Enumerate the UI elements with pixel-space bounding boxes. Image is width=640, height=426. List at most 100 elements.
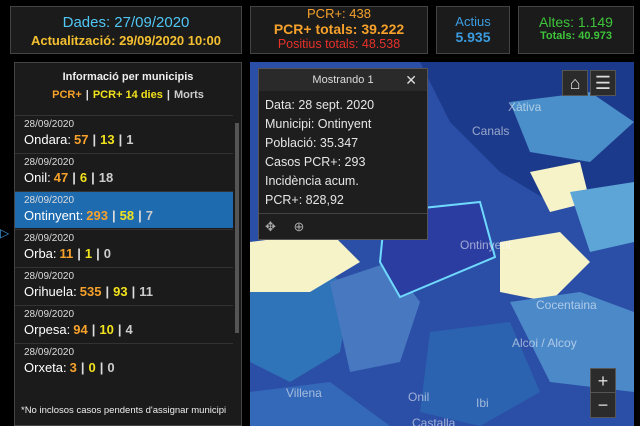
- item-line: Ondara: 57 | 13 | 1: [24, 132, 233, 147]
- popup-line: Incidència acum.: [265, 174, 359, 188]
- list-item[interactable]: 28/09/2020 Orba: 11 | 1 | 0: [15, 229, 233, 266]
- pcr-box: PCR+: 438 PCR+ totals: 39.222 Positius t…: [250, 6, 428, 54]
- separator: |: [96, 246, 100, 261]
- list-item[interactable]: 28/09/2020 Orihuela: 535 | 93 | 11: [15, 267, 233, 304]
- item-deaths: 18: [98, 170, 114, 185]
- zoom-out[interactable]: −: [590, 392, 616, 418]
- item-deaths: 7: [145, 208, 153, 223]
- scrollbar[interactable]: [235, 123, 239, 333]
- panel-legend: PCR+ | PCR+ 14 dies | Morts: [15, 89, 241, 101]
- item-pcr14: 6: [79, 170, 88, 185]
- separator: |: [117, 322, 122, 337]
- item-pcr14: 93: [113, 284, 128, 299]
- separator: |: [118, 132, 123, 147]
- municipality-panel: Informació per municipis PCR+ | PCR+ 14 di…: [14, 62, 242, 426]
- map-label: Villena: [286, 386, 322, 400]
- popup-actions: ✥ ⊕: [259, 213, 427, 240]
- item-deaths: 0: [107, 360, 115, 375]
- active-value: 5.935: [455, 29, 491, 45]
- item-date: 28/09/2020: [24, 157, 75, 168]
- map-label: Castalla: [412, 416, 456, 426]
- map-label: Ontinyent: [460, 238, 512, 252]
- separator: |: [72, 170, 76, 185]
- region: [570, 182, 634, 252]
- item-name: Onil:: [24, 170, 51, 185]
- popup-header: Mostrando 1 ✕: [259, 69, 427, 91]
- separator: |: [91, 170, 95, 185]
- list-item[interactable]: 28/09/2020 Onil: 47 | 6 | 18: [15, 153, 233, 190]
- item-name: Orba:: [24, 246, 57, 261]
- region: [500, 232, 590, 302]
- item-pcr14: 13: [100, 132, 115, 147]
- map-label: Xàtiva: [508, 100, 542, 114]
- data-date: Dades: 27/09/2020: [62, 14, 190, 31]
- item-pcr14: 1: [84, 246, 93, 261]
- item-name: Ondara:: [24, 132, 71, 147]
- separator: |: [91, 322, 96, 337]
- pan-button[interactable]: ✥: [265, 219, 276, 234]
- legend-item: Morts: [173, 89, 204, 101]
- separator: |: [138, 208, 142, 223]
- item-name: Orpesa:: [24, 322, 71, 337]
- item-pcr: 47: [53, 170, 69, 185]
- date-box: Dades: 27/09/2020 Actualització: 29/09/2…: [10, 6, 242, 54]
- item-deaths: 1: [126, 132, 134, 147]
- separator: |: [105, 284, 110, 299]
- popup-content: Data: 28 sept. 2020 Municipi: Ontinyent Po…: [259, 91, 427, 212]
- item-pcr14: 10: [99, 322, 114, 337]
- pcr-daily: PCR+: 438: [307, 6, 371, 21]
- list-item[interactable]: 28/09/2020 Orxeta: 3 | 0 | 0: [15, 343, 233, 380]
- item-date: 28/09/2020: [24, 347, 75, 358]
- discharge-daily: Altes: 1.149: [539, 14, 613, 30]
- footnote: *No inclosos casos pendents d'assignar m…: [21, 405, 227, 416]
- item-date: 28/09/2020: [24, 195, 75, 206]
- item-name: Ontinyent:: [24, 208, 84, 223]
- active-label: Actius: [455, 14, 491, 29]
- popup-line: Població: 35.347: [265, 136, 359, 150]
- item-pcr: 535: [79, 284, 102, 299]
- separator: |: [85, 89, 89, 101]
- close-button[interactable]: ✕: [405, 72, 417, 88]
- update-date: Actualització: 29/09/2020 10:00: [30, 33, 222, 48]
- separator: |: [111, 208, 116, 223]
- popup-line: PCR+: 828,92: [265, 193, 344, 207]
- separator: |: [77, 246, 81, 261]
- item-pcr: 94: [73, 322, 88, 337]
- home-button[interactable]: ⌂: [562, 70, 588, 96]
- item-pcr: 293: [86, 208, 108, 223]
- item-pcr: 57: [73, 132, 89, 147]
- panel-title: Informació per municipis: [62, 71, 194, 83]
- item-line: Onil: 47 | 6 | 18: [24, 170, 233, 185]
- active-box: Actius 5.935: [436, 6, 510, 54]
- item-line: Orpesa: 94 | 10 | 4: [24, 322, 233, 337]
- list-button[interactable]: ☰: [590, 70, 616, 96]
- list-item[interactable]: 28/09/2020 Ondara: 57 | 13 | 1: [15, 115, 233, 152]
- list-item[interactable]: 28/09/2020 Ontinyent: 293 | 58 | 7: [15, 191, 233, 228]
- item-date: 28/09/2020: [24, 271, 75, 282]
- map-shapes: [250, 62, 634, 426]
- zoom-in[interactable]: +: [590, 368, 616, 394]
- legend-item: PCR+: [52, 89, 82, 101]
- map[interactable]: Xàtiva Canals Ontinyent Cocentaina Alcoi / A…: [250, 62, 634, 426]
- discharge-box: Altes: 1.149 Totals: 40.973: [518, 6, 634, 54]
- discharge-total: Totals: 40.973: [540, 30, 612, 42]
- item-pcr14: 58: [119, 208, 135, 223]
- zoom-to-button[interactable]: ⊕: [293, 219, 305, 234]
- map-label: Cocentaina: [536, 298, 597, 312]
- item-pcr: 11: [59, 246, 74, 261]
- item-date: 28/09/2020: [24, 233, 75, 244]
- item-pcr14: 0: [88, 360, 96, 375]
- item-line: Orba: 11 | 1 | 0: [24, 246, 233, 261]
- map-label: Ibi: [476, 396, 489, 410]
- item-line: Orihuela: 535 | 93 | 11: [24, 284, 233, 299]
- item-line: Orxeta: 3 | 0 | 0: [24, 360, 233, 375]
- expand-arrow[interactable]: ▷: [0, 226, 10, 240]
- list-item[interactable]: 28/09/2020 Orpesa: 94 | 10 | 4: [15, 305, 233, 342]
- map-label: Canals: [472, 124, 510, 138]
- region: [250, 232, 360, 292]
- popup-line: Municipi: Ontinyent: [265, 117, 372, 131]
- municipality-list: 28/09/2020 Ondara: 57 | 13 | 1 28/09/2020 Onil: 4…: [15, 115, 233, 397]
- item-date: 28/09/2020: [24, 119, 75, 130]
- item-pcr: 3: [69, 360, 77, 375]
- pcr-total: PCR+ totals: 39.222: [273, 21, 405, 37]
